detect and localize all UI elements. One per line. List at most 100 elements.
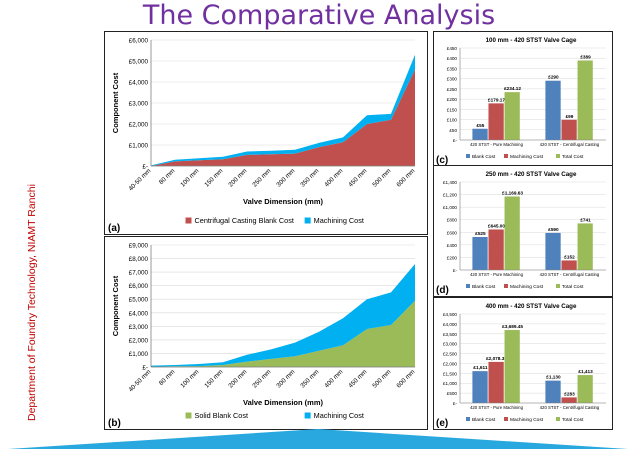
y-tick-label: £2,000 [443, 361, 457, 366]
legend-swatch [466, 154, 470, 158]
panel-label: (a) [108, 223, 120, 234]
bar-value-label: £179.17 [488, 97, 505, 102]
y-tick-label: £1,200 [443, 193, 457, 198]
x-tick-label: 450 mm [347, 167, 368, 188]
legend-label: Machining Cost [510, 417, 544, 423]
x-tick-label: 150 mm [203, 368, 224, 389]
panel-label: (d) [436, 285, 449, 296]
bar [577, 375, 593, 403]
legend-swatch [504, 284, 508, 288]
y-axis-title: Component Cost [111, 72, 120, 133]
y-tick-label: £600 [447, 230, 458, 235]
y-tick-label: £2,500 [443, 352, 457, 357]
side-caption: Department of Foundry Technology, NIAMT … [26, 184, 38, 421]
bar-value-label: £525 [475, 231, 486, 236]
x-tick-label: 100 mm [179, 368, 200, 389]
y-tick-label: £6,000 [129, 283, 149, 290]
y-tick-label: £5,000 [129, 297, 149, 304]
bar [577, 60, 593, 140]
y-tick-label: £- [453, 138, 458, 143]
y-tick-label: £3,000 [443, 342, 457, 347]
x-tick-label: 80 mm [158, 167, 177, 186]
chart-panel-d: 250 mm - 420 STST Valve Cage £- £200 £400 £6… [433, 165, 613, 297]
x-category-label: 420 STST - Pure Machining [470, 405, 524, 410]
bar-chart-c: 100 mm - 420 STST Valve Cage £- £50 £100 £15… [436, 37, 606, 166]
x-tick-label: 400 mm [323, 368, 344, 389]
y-tick-label: £- [142, 365, 148, 372]
bar [504, 330, 520, 403]
legend-label: Machining Cost [510, 154, 544, 160]
chart-title: 400 mm - 420 STST Valve Cage [486, 303, 577, 310]
x-tick-label: 100 mm [179, 167, 200, 188]
legend-label: Total Cost [562, 417, 584, 423]
y-tick-label: £1,000 [129, 351, 149, 358]
x-tick-label: 40-50 mm [127, 167, 152, 192]
x-category-label: 420 STST - Centrifugal Casting [540, 272, 600, 277]
bar-value-label: £234.12 [504, 86, 521, 91]
area-series-1 [151, 69, 415, 166]
y-tick-label: £100 [447, 118, 458, 123]
x-tick-label: 300 mm [275, 167, 296, 188]
legend-swatch [556, 284, 560, 288]
y-tick-label: £350 [447, 66, 458, 71]
bar-value-label: £290 [548, 75, 559, 80]
bar [545, 80, 561, 140]
y-tick-label: £3,000 [129, 101, 149, 108]
bar [545, 380, 561, 403]
y-tick-label: £1,000 [443, 381, 457, 386]
y-tick-label: £400 [447, 56, 458, 61]
bar-value-label: £590 [548, 227, 559, 232]
legend-swatch [304, 412, 311, 419]
y-tick-label: £5,000 [129, 59, 149, 66]
bar-value-label: £3,689.45 [502, 324, 523, 329]
y-tick-label: £50 [449, 128, 457, 133]
y-tick-label: £6,000 [129, 38, 149, 45]
bottom-triangle-decoration [8, 429, 628, 449]
bottom-triangle [8, 429, 628, 449]
legend-swatch [504, 154, 508, 158]
bar-value-label: £645.00 [488, 223, 505, 228]
legend-label: Blank Cost [472, 154, 496, 160]
bar-value-label: £1,169.63 [502, 190, 523, 195]
bar [488, 103, 504, 140]
y-tick-label: £1,000 [129, 143, 149, 150]
bar [577, 223, 593, 270]
chart-title: 250 mm - 420 STST Valve Cage [486, 171, 577, 178]
y-tick-label: £2,000 [129, 337, 149, 344]
x-tick-label: 350 mm [299, 167, 320, 188]
x-tick-label: 300 mm [275, 368, 296, 389]
x-tick-label: 600 mm [395, 167, 416, 188]
bar [561, 119, 577, 140]
bar-value-label: £55 [477, 123, 485, 128]
y-tick-label: £- [453, 401, 458, 406]
y-tick-label: £- [142, 164, 148, 171]
y-tick-label: £1,000 [443, 205, 457, 210]
y-tick-label: £2,000 [129, 122, 149, 129]
area-series-1 [151, 300, 415, 367]
legend-swatch [185, 412, 192, 419]
y-tick-label: £250 [447, 87, 458, 92]
legend-label: Solid Blank Cost [195, 411, 249, 420]
legend-label: Blank Cost [472, 284, 496, 290]
bar [561, 397, 577, 403]
y-tick-label: £- [453, 268, 458, 273]
chart-panel-c: 100 mm - 420 STST Valve Cage £- £50 £100 £15… [433, 31, 613, 167]
x-category-label: 420 STST - Centrifugal Casting [540, 405, 600, 410]
y-tick-label: £4,000 [129, 80, 149, 87]
x-tick-label: 600 mm [395, 368, 416, 389]
legend-swatch [556, 417, 560, 421]
x-tick-label: 80 mm [158, 368, 177, 387]
y-tick-label: £1,500 [443, 371, 457, 376]
x-tick-label: 250 mm [251, 167, 272, 188]
bar-value-label: £152 [564, 254, 575, 259]
y-tick-label: £300 [447, 77, 458, 82]
bar-value-label: £2,078.33 [486, 356, 507, 361]
legend-swatch [466, 417, 470, 421]
x-tick-label: 350 mm [299, 368, 320, 389]
legend-label: Machining Cost [314, 216, 364, 225]
x-tick-label: 150 mm [203, 167, 224, 188]
panel-label: (c) [436, 155, 448, 166]
y-tick-label: £8,000 [129, 256, 149, 263]
y-tick-label: £4,000 [443, 322, 457, 327]
y-tick-label: £4,000 [129, 310, 149, 317]
